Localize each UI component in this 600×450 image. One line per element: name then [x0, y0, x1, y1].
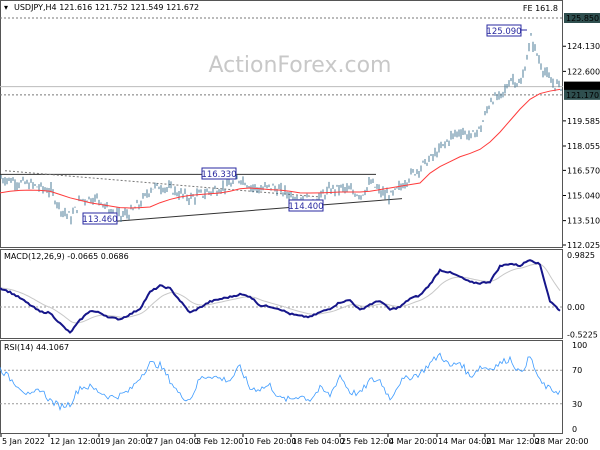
price-tag-box	[564, 13, 600, 23]
price-axis-label: 118.055	[567, 142, 600, 151]
time-axis-label: 25 Feb 12:00	[341, 437, 393, 446]
price-annotation-box	[288, 199, 324, 212]
time-axis-label: 21 Mar 12:00	[486, 437, 539, 446]
price-annotation-label: 114.400	[288, 202, 323, 212]
macd-signal-line	[0, 263, 561, 324]
time-axis-label: 19 Jan 20:00	[100, 437, 151, 446]
macd-layer	[0, 259, 563, 334]
rsi-line	[0, 352, 561, 412]
price-annotation-label: 116.330	[201, 170, 236, 180]
price-annotation-label: 113.460	[82, 215, 117, 225]
macd-axis-label: 0.00	[567, 303, 585, 312]
time-axis-label: 5 Jan 2022	[2, 437, 45, 446]
rsi-panel-frame	[0, 340, 563, 434]
macd-panel-frame	[0, 249, 563, 339]
price-annotation-label: 125.090	[486, 27, 521, 37]
price-panel-frame	[0, 0, 563, 248]
macd-axis-label: 0.9825	[567, 251, 595, 260]
price-annotation-box	[82, 212, 118, 225]
time-axis-label: 14 Mar 04:00	[438, 437, 491, 446]
price-axis-label: 116.570	[567, 166, 600, 175]
symbol-title: USDJPY,H4 121.616 121.752 121.549 121.67…	[14, 3, 199, 12]
time-axis-label: 12 Jan 12:00	[50, 437, 101, 446]
falling-dotted-trendline	[4, 170, 321, 198]
price-tag-box	[564, 81, 600, 92]
time-axis-label: 18 Feb 04:00	[292, 437, 344, 446]
price-tag-box	[564, 89, 600, 100]
time-axis-label: 3 Feb 12:00	[196, 437, 243, 446]
macd-line	[0, 259, 561, 334]
price-axis-label: 122.600	[567, 67, 600, 76]
rsi-axis-label: 30	[572, 400, 582, 409]
time-axis-label: 10 Feb 20:00	[244, 437, 296, 446]
rsi-axis-label: 70	[572, 366, 582, 375]
fe-label: FE 161.8	[523, 4, 558, 13]
time-axis-label: 27 Jan 04:00	[148, 437, 199, 446]
price-axis-tag: 121.170	[566, 91, 599, 100]
price-layer: 125.090 116.330 113.460 114.400	[0, 17, 563, 225]
price-axis-label: 115.040	[567, 192, 600, 201]
price-axis-tag: 125.850	[566, 14, 599, 23]
watermark: ActionForex.com	[209, 53, 392, 78]
rsi-axis-label: 100	[572, 341, 587, 350]
time-axis-label: 28 Mar 20:00	[535, 437, 588, 446]
macd-title: MACD(12,26,9) -0.0665 0.0686	[4, 252, 129, 261]
price-axis-label: 112.025	[567, 241, 600, 250]
price-axis-label: 113.510	[567, 217, 600, 226]
price-axis-tag: 121.672	[566, 83, 599, 92]
rsi-layer	[0, 352, 563, 412]
macd-axis-label: -0.5225	[567, 331, 598, 340]
price-axis-label: 124.130	[567, 42, 600, 51]
moving-average-line	[0, 88, 561, 209]
price-axis-label: 119.585	[567, 117, 600, 126]
rsi-title: RSI(14) 44.1067	[4, 343, 69, 352]
rsi-axis-label: 0	[572, 425, 577, 434]
rising-trendline	[112, 198, 403, 222]
dropdown-triangle-icon[interactable]: ▾	[4, 3, 8, 12]
time-axis-label: 4 Mar 20:00	[389, 437, 437, 446]
price-annotation-box	[201, 167, 237, 180]
